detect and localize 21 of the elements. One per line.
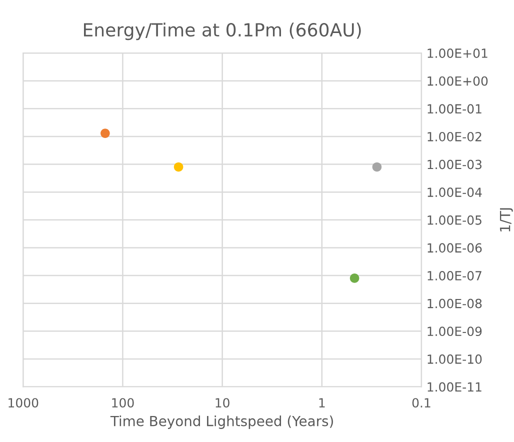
y-tick-label: 1.00E-05 <box>428 215 482 225</box>
x-tick-label: 1 <box>319 398 325 408</box>
y-tick-label: 1.00E-02 <box>428 132 482 142</box>
y-tick-label: 1.00E+01 <box>428 48 488 58</box>
y-tick-label: 1.00E-11 <box>428 382 482 392</box>
y-tick-label: 1.00E-01 <box>428 104 482 114</box>
y-tick-label: 1.00E-09 <box>428 326 482 336</box>
y-tick-label: 1.00E-06 <box>428 243 482 253</box>
y-tick-label: 1.00E-03 <box>428 160 482 170</box>
y-axis-title: 1/TJ <box>500 208 513 232</box>
y-tick-label: 1.00E-10 <box>428 354 482 364</box>
y-tick-label: 1.00E-04 <box>428 188 482 198</box>
x-tick-label: 10 <box>216 398 230 408</box>
x-tick-label: 0.1 <box>412 398 430 408</box>
x-axis-title: Time Beyond Lightspeed (Years) <box>110 416 333 429</box>
y-tick-label: 1.00E-07 <box>428 270 482 280</box>
y-tick-label: 1.00E-08 <box>428 298 482 308</box>
y-tick-label: 1.00E+00 <box>428 76 488 86</box>
x-tick-label: 100 <box>112 398 134 408</box>
chart-title: Energy/Time at 0.1Pm (660AU) <box>84 22 361 40</box>
x-tick-label: 1000 <box>8 398 38 408</box>
